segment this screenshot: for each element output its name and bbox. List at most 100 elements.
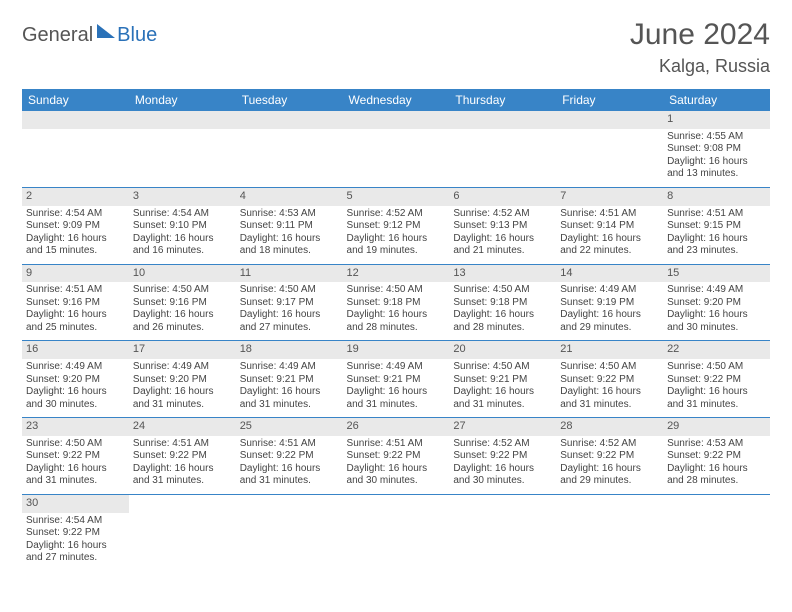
sunrise-line: Sunrise: 4:51 AM <box>26 284 125 297</box>
sunrise-line: Sunrise: 4:53 AM <box>667 438 766 451</box>
day-number: 30 <box>22 495 129 513</box>
daylight-line: Daylight: 16 hours and 26 minutes. <box>133 309 232 334</box>
day-number: 6 <box>449 188 556 206</box>
calendar-cell: 1Sunrise: 4:55 AMSunset: 9:08 PMDaylight… <box>663 111 770 187</box>
calendar-cell: 29Sunrise: 4:53 AMSunset: 9:22 PMDayligh… <box>663 418 770 495</box>
sunrise-line: Sunrise: 4:50 AM <box>667 361 766 374</box>
sunrise-line: Sunrise: 4:55 AM <box>667 131 766 144</box>
sunset-line: Sunset: 9:16 PM <box>26 297 125 310</box>
calendar-table: Sunday Monday Tuesday Wednesday Thursday… <box>22 89 770 571</box>
day-number: 20 <box>449 341 556 359</box>
calendar-cell: 26Sunrise: 4:51 AMSunset: 9:22 PMDayligh… <box>343 418 450 495</box>
sunrise-line: Sunrise: 4:51 AM <box>560 208 659 221</box>
calendar-cell-empty <box>449 111 556 187</box>
sunrise-line: Sunrise: 4:50 AM <box>133 284 232 297</box>
day-number: 3 <box>129 188 236 206</box>
day-number: 23 <box>22 418 129 436</box>
day-number: 24 <box>129 418 236 436</box>
calendar-cell: 18Sunrise: 4:49 AMSunset: 9:21 PMDayligh… <box>236 341 343 418</box>
sunrise-line: Sunrise: 4:52 AM <box>453 438 552 451</box>
day-details: Sunrise: 4:50 AMSunset: 9:18 PMDaylight:… <box>347 284 446 334</box>
sunrise-line: Sunrise: 4:49 AM <box>240 361 339 374</box>
day-details: Sunrise: 4:49 AMSunset: 9:21 PMDaylight:… <box>240 361 339 411</box>
daylight-line: Daylight: 16 hours and 28 minutes. <box>453 309 552 334</box>
weekday-header-row: Sunday Monday Tuesday Wednesday Thursday… <box>22 89 770 111</box>
daylight-line: Daylight: 16 hours and 28 minutes. <box>347 309 446 334</box>
day-details: Sunrise: 4:51 AMSunset: 9:16 PMDaylight:… <box>26 284 125 334</box>
sunset-line: Sunset: 9:20 PM <box>667 297 766 310</box>
day-number: 10 <box>129 265 236 283</box>
weekday-monday: Monday <box>129 89 236 111</box>
calendar-cell: 19 Sunrise: 4:49 AMSunset: 9:21 PMDayligh… <box>343 341 450 418</box>
sunset-line: Sunset: 9:19 PM <box>560 297 659 310</box>
day-number: 8 <box>663 188 770 206</box>
daylight-line: Daylight: 16 hours and 25 minutes. <box>26 309 125 334</box>
sunset-line: Sunset: 9:22 PM <box>453 450 552 463</box>
day-number: 4 <box>236 188 343 206</box>
sunrise-line: Sunrise: 4:50 AM <box>347 284 446 297</box>
calendar-cell-empty <box>343 494 450 570</box>
day-details: Sunrise: 4:49 AMSunset: 9:21 PMDaylight:… <box>347 361 446 411</box>
sunrise-line: Sunrise: 4:54 AM <box>26 208 125 221</box>
calendar-cell-empty <box>236 494 343 570</box>
calendar-cell: 13Sunrise: 4:50 AMSunset: 9:18 PMDayligh… <box>449 264 556 341</box>
day-details: Sunrise: 4:54 AMSunset: 9:09 PMDaylight:… <box>26 208 125 258</box>
sunrise-line: Sunrise: 4:49 AM <box>133 361 232 374</box>
day-number <box>129 111 236 129</box>
day-details: Sunrise: 4:54 AMSunset: 9:22 PMDaylight:… <box>26 515 125 565</box>
sunrise-line: Sunrise: 4:49 AM <box>347 361 446 374</box>
calendar-cell: 9Sunrise: 4:51 AMSunset: 9:16 PMDaylight… <box>22 264 129 341</box>
calendar-cell: 2Sunrise: 4:54 AMSunset: 9:09 PMDaylight… <box>22 187 129 264</box>
daylight-line: Daylight: 16 hours and 31 minutes. <box>133 463 232 488</box>
sunset-line: Sunset: 9:21 PM <box>347 374 446 387</box>
sunset-line: Sunset: 9:22 PM <box>26 450 125 463</box>
calendar-week-row: 1Sunrise: 4:55 AMSunset: 9:08 PMDaylight… <box>22 111 770 187</box>
day-details: Sunrise: 4:51 AMSunset: 9:14 PMDaylight:… <box>560 208 659 258</box>
daylight-line: Daylight: 16 hours and 16 minutes. <box>133 233 232 258</box>
calendar-cell: 3Sunrise: 4:54 AMSunset: 9:10 PMDaylight… <box>129 187 236 264</box>
calendar-cell: 15Sunrise: 4:49 AMSunset: 9:20 PMDayligh… <box>663 264 770 341</box>
calendar-cell-empty <box>449 494 556 570</box>
day-number: 22 <box>663 341 770 359</box>
daylight-line: Daylight: 16 hours and 18 minutes. <box>240 233 339 258</box>
day-number <box>343 111 450 129</box>
calendar-cell: 7Sunrise: 4:51 AMSunset: 9:14 PMDaylight… <box>556 187 663 264</box>
sunset-line: Sunset: 9:22 PM <box>560 450 659 463</box>
daylight-line: Daylight: 16 hours and 31 minutes. <box>240 463 339 488</box>
calendar-cell-empty <box>236 111 343 187</box>
sunrise-line: Sunrise: 4:52 AM <box>347 208 446 221</box>
sunrise-line: Sunrise: 4:50 AM <box>453 284 552 297</box>
sunset-line: Sunset: 9:21 PM <box>240 374 339 387</box>
sunrise-line: Sunrise: 4:49 AM <box>560 284 659 297</box>
calendar-cell: 12Sunrise: 4:50 AMSunset: 9:18 PMDayligh… <box>343 264 450 341</box>
daylight-line: Daylight: 16 hours and 29 minutes. <box>560 309 659 334</box>
day-number: 19 <box>343 341 450 359</box>
daylight-line: Daylight: 16 hours and 19 minutes. <box>347 233 446 258</box>
daylight-line: Daylight: 16 hours and 30 minutes. <box>26 386 125 411</box>
calendar-cell: 10Sunrise: 4:50 AMSunset: 9:16 PMDayligh… <box>129 264 236 341</box>
day-number: 11 <box>236 265 343 283</box>
calendar-cell-empty <box>129 494 236 570</box>
sunset-line: Sunset: 9:21 PM <box>453 374 552 387</box>
day-details: Sunrise: 4:50 AMSunset: 9:18 PMDaylight:… <box>453 284 552 334</box>
sunrise-line: Sunrise: 4:50 AM <box>240 284 339 297</box>
day-details: Sunrise: 4:50 AMSunset: 9:17 PMDaylight:… <box>240 284 339 334</box>
calendar-cell: 5Sunrise: 4:52 AMSunset: 9:12 PMDaylight… <box>343 187 450 264</box>
day-number: 13 <box>449 265 556 283</box>
sunrise-line: Sunrise: 4:50 AM <box>560 361 659 374</box>
calendar-cell: 30 Sunrise: 4:54 AMSunset: 9:22 PMDayligh… <box>22 494 129 570</box>
calendar-cell: 24Sunrise: 4:51 AMSunset: 9:22 PMDayligh… <box>129 418 236 495</box>
title-block: June 2024 Kalga, Russia <box>630 18 770 77</box>
sunset-line: Sunset: 9:22 PM <box>560 374 659 387</box>
day-number: 16 <box>22 341 129 359</box>
day-number: 27 <box>449 418 556 436</box>
logo-text-blue: Blue <box>117 24 157 47</box>
calendar-cell: 28Sunrise: 4:52 AMSunset: 9:22 PMDayligh… <box>556 418 663 495</box>
sunrise-line: Sunrise: 4:50 AM <box>26 438 125 451</box>
calendar-cell: 11Sunrise: 4:50 AMSunset: 9:17 PMDayligh… <box>236 264 343 341</box>
calendar-cell-empty <box>556 494 663 570</box>
weekday-saturday: Saturday <box>663 89 770 111</box>
weekday-wednesday: Wednesday <box>343 89 450 111</box>
daylight-line: Daylight: 16 hours and 30 minutes. <box>667 309 766 334</box>
daylight-line: Daylight: 16 hours and 22 minutes. <box>560 233 659 258</box>
